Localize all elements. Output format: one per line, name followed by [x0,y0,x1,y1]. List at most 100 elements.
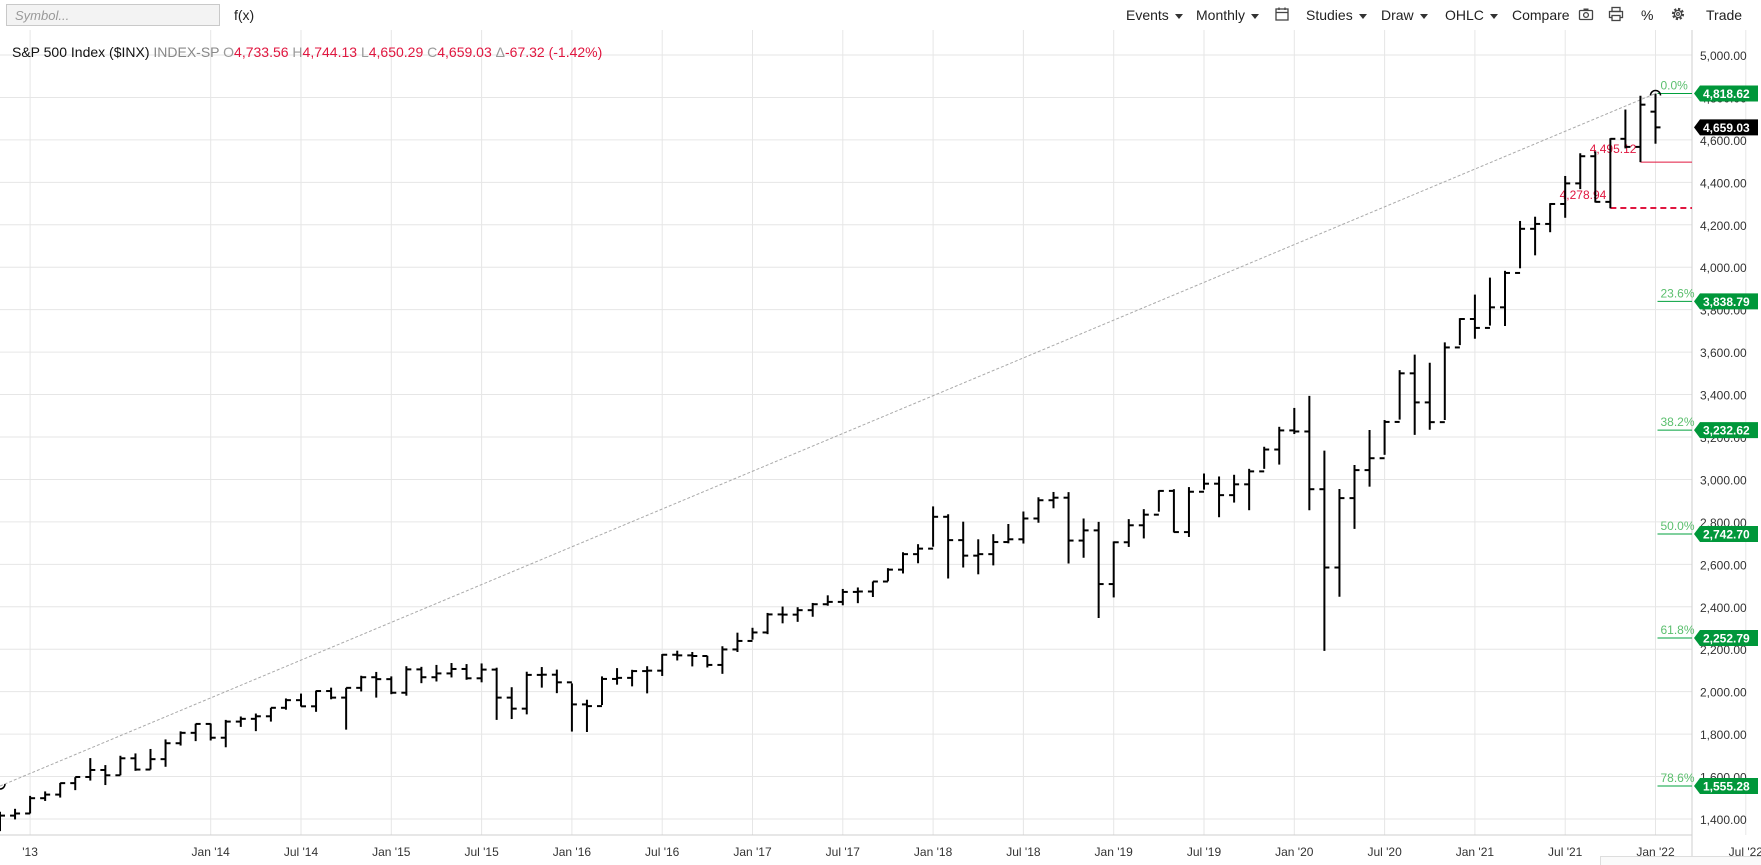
y-tick-label: 2,200.00 [1700,643,1747,657]
price-chart[interactable]: 4,495.12 4,278.94 0.0% 23.6% 38.2% 50.0% 61.8… [0,30,1761,864]
y-tick-label: 1,400.00 [1700,813,1747,827]
ohlc-bar [762,612,773,635]
ohlc-bar [1575,153,1586,190]
low-value: 4,650.29 [368,44,424,60]
fib-level-label: 50.0% [1661,519,1695,533]
ohlc-bar [581,699,592,732]
x-tick-label: Jul '19 [1187,845,1222,859]
fibonacci-retracement[interactable]: 0.0% 23.6% 38.2% 50.0% 61.8% 78.6% [0,78,1695,790]
ohlc-bar [235,716,246,727]
draw-label: Draw [1381,7,1414,23]
chevron-down-icon [1489,13,1498,19]
horizontal-line-label: 4,278.94 [1560,188,1607,202]
fib-price-tag-bg [1694,630,1758,647]
ohlc-bar [1454,318,1465,349]
compare-button[interactable]: Compare [1512,7,1570,23]
y-tick-label: 5,000.00 [1700,49,1747,63]
ohlc-bar [1183,487,1194,537]
function-button[interactable]: f(x) [234,7,255,23]
ohlc-bar [687,651,698,667]
x-tick-label: Jul '16 [645,845,680,859]
ohlc-bar [1289,407,1300,435]
ohlc-bar [521,671,532,715]
events-menu[interactable]: Events [1126,7,1183,23]
y-tick-label: 2,000.00 [1700,686,1747,700]
ohlc-bar [1048,491,1059,509]
fib-level-label: 61.8% [1661,623,1695,637]
x-tick-label: Jan '20 [1275,845,1314,859]
trendline-drawing[interactable] [0,93,1656,787]
studies-menu[interactable]: Studies [1306,7,1367,23]
camera-icon[interactable] [1578,6,1594,22]
ohlc-bar [461,664,472,680]
fib-level-label: 23.6% [1661,286,1695,300]
events-label: Events [1126,7,1169,23]
ohlc-bar [1409,354,1420,435]
trade-button[interactable]: Trade [1706,7,1743,23]
fib-price-tag-bg [1694,778,1758,795]
ohlc-bar [642,666,653,694]
ohlc-bar [250,713,261,732]
fib-price-tag: 3,838.79 [1703,295,1750,309]
ohlc-bar [1620,109,1631,149]
draw-menu[interactable]: Draw [1381,7,1428,23]
ohlc-bar [837,588,848,606]
ohlc-bar [1214,476,1225,518]
ohlc-bar [70,775,81,791]
chart-toolbar: f(x) Events Monthly Studies Draw OHLC Co… [0,0,1761,30]
ohlc-bar [1560,175,1571,218]
ohlc-bar [732,632,743,652]
print-icon[interactable] [1608,6,1624,22]
x-axis[interactable]: '13 Jan '14 Jul '14 Jan '15 Jul '15 Jan '16 Ju… [22,845,1761,859]
instrument-name: S&P 500 Index ($INX) [12,44,150,60]
symbol-search-input[interactable] [6,4,220,26]
ohlc-bar [1259,446,1270,473]
ohlc-bar [1545,202,1556,233]
ohlc-bar [1304,395,1315,511]
trendline-handle [0,783,6,790]
ohlc-bar [852,587,863,604]
ohlc-bar [612,668,623,685]
ohlc-bar [130,753,141,771]
ohlc-bar [1138,509,1149,539]
ohlc-bar [943,514,954,579]
fib-price-tag-bg [1694,422,1758,439]
ohlc-bar [1379,420,1390,460]
ohlc-bar [1590,151,1601,203]
ohlc-bar [536,667,547,688]
ohlc-bar [1334,488,1345,597]
interval-label: Monthly [1196,7,1246,23]
ohlc-bar [566,681,577,732]
fib-price-tag-bg [1694,526,1758,543]
ohlc-bar [220,719,231,748]
ohlc-bar [491,667,502,720]
ohlc-bar [898,552,908,574]
x-tick-label: Jan '18 [914,845,953,859]
chevron-down-icon [1251,13,1260,19]
calendar-icon[interactable] [1274,6,1290,22]
percent-toggle[interactable]: % [1641,7,1654,23]
exchange-label: INDEX-SP [153,44,220,60]
chart-scrollbar[interactable] [1600,856,1761,865]
ohlc-bar [1605,137,1616,209]
ohlc-bar [0,811,5,832]
chart-type-menu[interactable]: OHLC [1445,7,1498,23]
ohlc-bar [446,663,457,678]
y-tick-label: 3,000.00 [1700,473,1747,487]
fib-price-tag-bg [1694,85,1758,102]
ohlc-bar [1003,524,1014,544]
ohlc-bar [401,666,412,696]
ohlc-bar [431,664,442,682]
open-value: 4,733.56 [234,44,289,60]
ohlc-bar [777,606,788,624]
ohlc-bar [597,676,607,708]
ohlc-bar [175,731,186,746]
gear-icon[interactable] [1670,6,1686,22]
interval-menu[interactable]: Monthly [1196,7,1260,23]
fib-price-tag: 2,252.79 [1703,632,1750,646]
trendline [0,93,1656,787]
y-tick-label: 3,400.00 [1700,389,1747,403]
fib-price-tag: 1,555.28 [1703,780,1750,794]
studies-label: Studies [1306,7,1353,23]
ohlc-bar [25,795,36,815]
